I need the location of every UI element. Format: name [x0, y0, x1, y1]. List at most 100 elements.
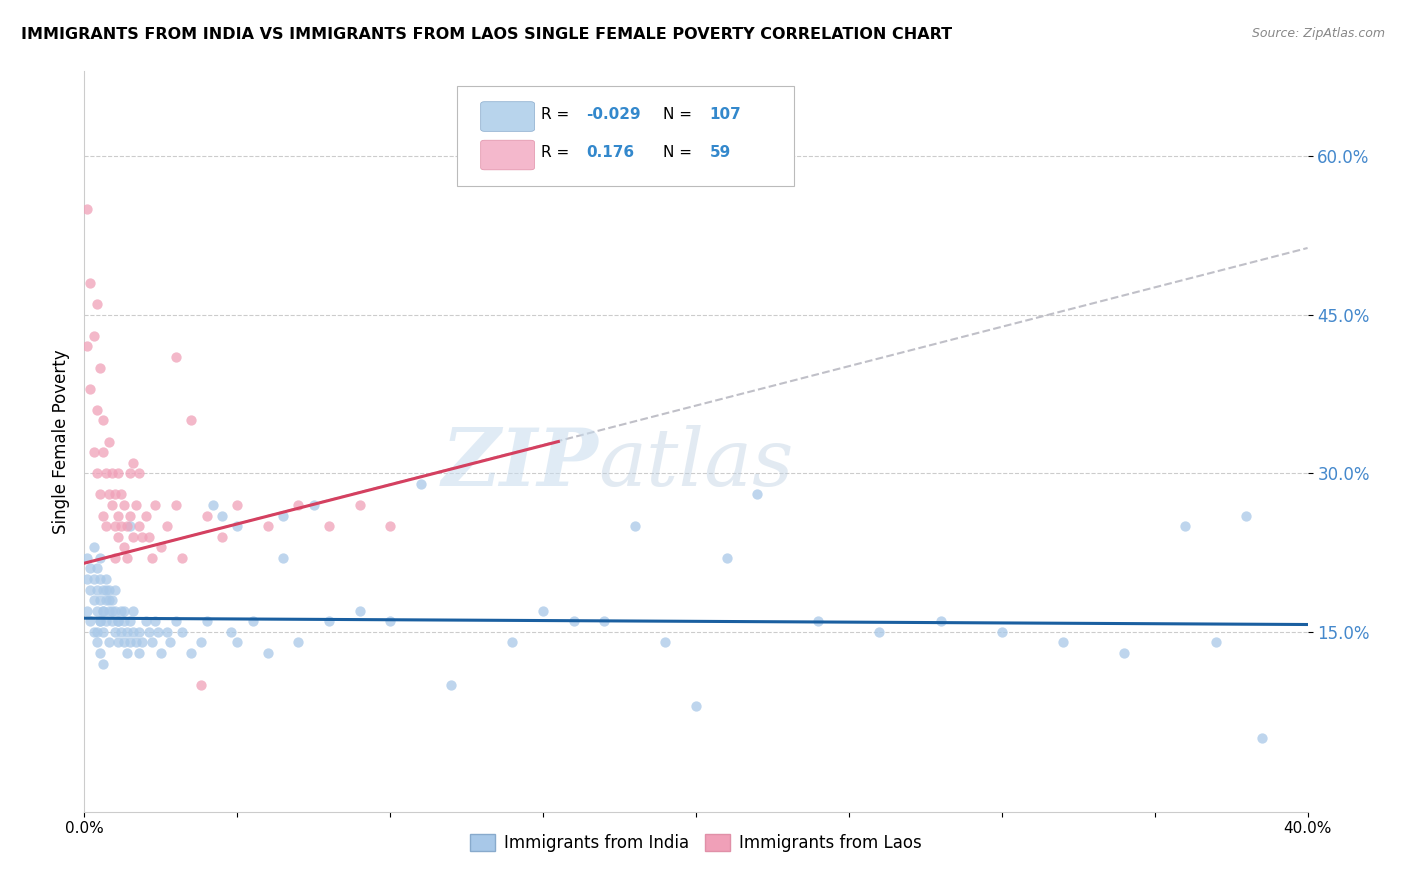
Point: [156, 519, 179, 533]
Point: [143, 615, 166, 629]
Point: [94, 615, 117, 629]
Point: [104, 624, 127, 639]
Point: [101, 615, 124, 629]
Point: [685, 698, 707, 713]
Point: [165, 498, 187, 512]
Point: [141, 550, 163, 565]
Point: [143, 498, 166, 512]
Point: [1236, 508, 1258, 523]
Point: [110, 604, 132, 618]
Point: [79, 615, 101, 629]
Point: [97, 582, 120, 597]
Point: [624, 519, 647, 533]
Point: [120, 635, 142, 649]
Point: [83, 328, 105, 343]
Point: [83, 624, 105, 639]
Point: [1114, 646, 1136, 660]
Point: [112, 635, 135, 649]
Point: [869, 624, 891, 639]
Point: [135, 615, 157, 629]
Point: [125, 635, 148, 649]
Point: [91, 413, 114, 427]
Text: R =: R =: [541, 145, 574, 161]
Point: [131, 635, 153, 649]
Point: [128, 467, 150, 481]
Point: [89, 646, 111, 660]
Point: [180, 646, 202, 660]
Point: [76, 604, 98, 618]
Point: [101, 604, 124, 618]
Text: ZIP: ZIP: [441, 425, 598, 502]
Text: R =: R =: [541, 107, 574, 122]
Point: [159, 635, 181, 649]
Point: [94, 593, 117, 607]
Point: [94, 519, 117, 533]
Point: [97, 487, 120, 501]
Text: atlas: atlas: [598, 425, 793, 502]
Point: [110, 624, 132, 639]
Point: [76, 339, 98, 353]
Text: 59: 59: [710, 145, 731, 161]
Point: [302, 498, 325, 512]
Point: [89, 615, 111, 629]
Text: 107: 107: [710, 107, 741, 122]
Point: [226, 498, 249, 512]
Point: [79, 382, 101, 396]
Point: [91, 445, 114, 459]
Point: [86, 561, 108, 575]
Point: [120, 615, 142, 629]
Point: [79, 582, 101, 597]
Point: [91, 604, 114, 618]
Point: [112, 615, 135, 629]
Point: [190, 678, 212, 692]
Point: [86, 635, 108, 649]
Text: N =: N =: [664, 107, 697, 122]
Point: [380, 615, 402, 629]
Point: [86, 624, 108, 639]
Point: [104, 487, 127, 501]
Point: [101, 498, 124, 512]
Point: [97, 604, 120, 618]
Point: [531, 604, 554, 618]
Point: [94, 467, 117, 481]
Point: [257, 519, 280, 533]
Point: [271, 550, 294, 565]
Point: [1250, 731, 1272, 745]
Y-axis label: Single Female Poverty: Single Female Poverty: [52, 350, 70, 533]
Point: [165, 615, 187, 629]
Point: [991, 624, 1014, 639]
Point: [211, 530, 233, 544]
Point: [89, 593, 111, 607]
Point: [94, 582, 117, 597]
Point: [1174, 519, 1197, 533]
Point: [101, 593, 124, 607]
Point: [107, 530, 129, 544]
Point: [122, 456, 145, 470]
Point: [180, 413, 202, 427]
Point: [83, 593, 105, 607]
Point: [91, 582, 114, 597]
Point: [104, 604, 127, 618]
Point: [190, 635, 212, 649]
Point: [318, 519, 340, 533]
Point: [141, 635, 163, 649]
Point: [104, 582, 127, 597]
Point: [115, 624, 138, 639]
Point: [89, 615, 111, 629]
Point: [502, 635, 524, 649]
Point: [104, 519, 127, 533]
Point: [1205, 635, 1227, 649]
Point: [287, 635, 309, 649]
Point: [172, 624, 194, 639]
Point: [89, 572, 111, 586]
Point: [195, 615, 218, 629]
Point: [89, 360, 111, 375]
FancyBboxPatch shape: [457, 87, 794, 186]
Legend: Immigrants from India, Immigrants from Laos: Immigrants from India, Immigrants from L…: [464, 828, 928, 859]
Point: [86, 582, 108, 597]
Point: [120, 508, 142, 523]
Point: [83, 445, 105, 459]
Point: [125, 498, 148, 512]
Point: [929, 615, 952, 629]
Point: [91, 657, 114, 671]
